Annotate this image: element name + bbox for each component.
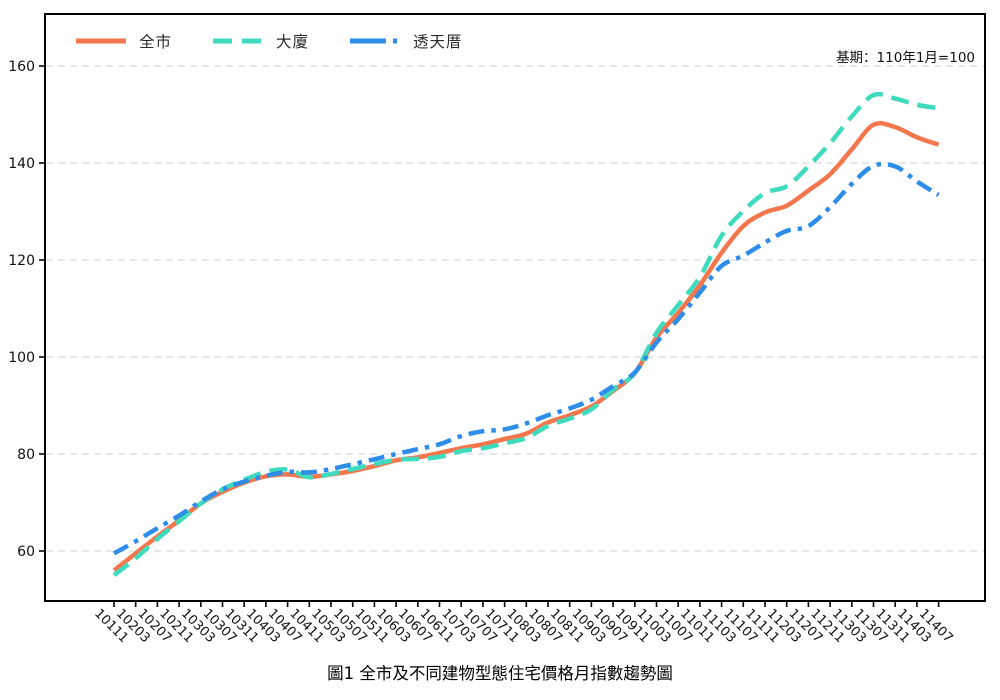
legend: 全市 大廈 透天厝 bbox=[75, 30, 463, 52]
y-tick-label: 160 bbox=[8, 59, 35, 75]
y-tick-label: 60 bbox=[17, 544, 35, 560]
legend-item-apartment: 大廈 bbox=[212, 30, 309, 52]
series-line-0 bbox=[112, 120, 940, 573]
series-line-2 bbox=[112, 161, 940, 556]
legend-item-townhouse: 透天厝 bbox=[349, 30, 463, 52]
apartment-line-swatch bbox=[213, 38, 264, 44]
legend-item-citywide: 全市 bbox=[75, 30, 172, 52]
chart-title: 圖1 全市及不同建物型態住宅價格月指數趨勢圖 bbox=[327, 664, 673, 683]
y-tick-label: 80 bbox=[17, 447, 35, 463]
base-period-note: 基期：110年1月=100 bbox=[836, 50, 975, 66]
legend-label-apartment: 大廈 bbox=[276, 33, 310, 51]
townhouse-line-swatch bbox=[350, 38, 401, 44]
plot-border bbox=[44, 13, 986, 602]
legend-label-citywide: 全市 bbox=[139, 33, 173, 51]
y-tick-label: 140 bbox=[8, 156, 35, 172]
legend-label-townhouse: 透天厝 bbox=[413, 33, 463, 51]
y-tick-label: 100 bbox=[8, 350, 35, 366]
citywide-line-swatch bbox=[76, 38, 126, 44]
y-tick-label: 120 bbox=[8, 253, 35, 269]
series-line-1 bbox=[112, 91, 939, 578]
